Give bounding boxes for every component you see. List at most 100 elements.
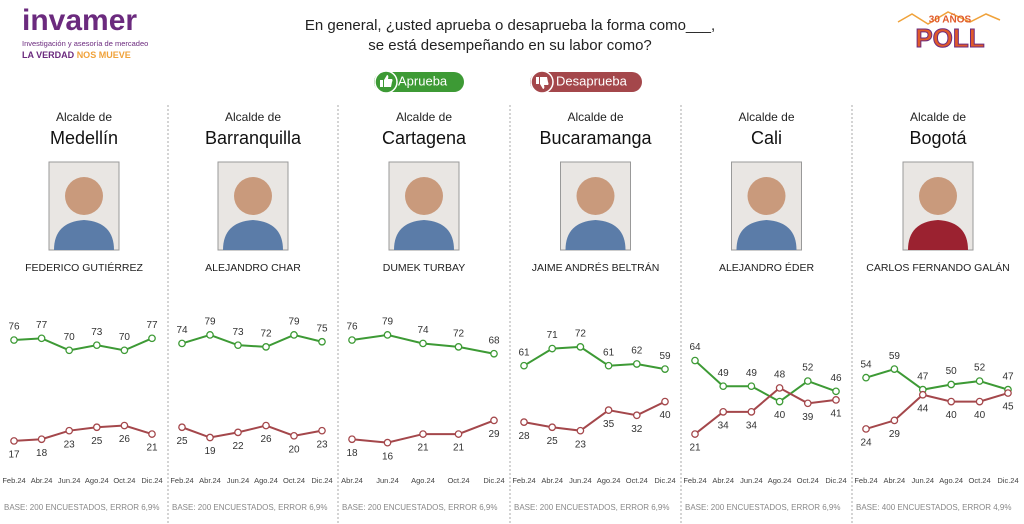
value-label: 24 — [860, 438, 872, 449]
data-point — [632, 360, 641, 368]
data-point — [419, 430, 427, 438]
value-label: 72 — [260, 329, 272, 340]
x-tick-label: Abr.24 — [884, 476, 906, 485]
data-point — [120, 346, 129, 355]
slogan-a: LA VERDAD — [22, 50, 75, 60]
data-point — [10, 437, 18, 445]
data-point — [206, 433, 214, 442]
data-point — [178, 423, 186, 432]
city-title: Cali — [751, 128, 782, 148]
data-point — [92, 423, 101, 432]
value-label: 39 — [802, 412, 814, 423]
series-line — [13, 337, 153, 352]
value-label: 25 — [176, 436, 188, 447]
value-label: 40 — [946, 410, 958, 421]
x-tick-label: Dic.24 — [997, 476, 1018, 485]
city-title: Bogotá — [909, 128, 967, 148]
data-point — [37, 334, 46, 343]
question: se está desempeñando en su labor como? — [368, 37, 652, 54]
value-label: 21 — [417, 443, 429, 454]
value-label: 29 — [889, 429, 901, 440]
x-tick-label: Ago.24 — [939, 476, 963, 485]
value-label: 52 — [974, 363, 986, 374]
value-label: 41 — [830, 409, 842, 420]
photo-body — [736, 220, 797, 250]
data-point — [318, 426, 326, 435]
value-label: 40 — [659, 410, 671, 421]
data-point — [775, 384, 784, 392]
legend-label: Desaprueba — [556, 73, 628, 88]
x-tick-label: Oct.24 — [283, 476, 305, 485]
value-label: 19 — [204, 446, 216, 457]
x-tick-label: Oct.24 — [447, 476, 469, 485]
thumb-up-icon — [380, 75, 393, 87]
data-point — [604, 406, 613, 414]
x-tick-label: Dic.24 — [654, 476, 675, 485]
x-tick-label: Oct.24 — [797, 476, 819, 485]
value-label: 79 — [204, 317, 216, 328]
x-tick-label: Abr.24 — [541, 476, 563, 485]
value-label: 44 — [917, 403, 929, 414]
data-point — [92, 341, 101, 350]
person-name: JAIME ANDRÉS BELTRÁN — [532, 261, 660, 274]
data-point — [290, 431, 298, 440]
thumb-down-icon — [536, 77, 549, 89]
value-label: 76 — [346, 322, 358, 333]
person-name: ALEJANDRO CHAR — [205, 262, 301, 274]
data-point — [520, 361, 528, 370]
data-point — [548, 344, 557, 353]
data-point — [832, 387, 840, 396]
title-prefix: Alcalde de — [738, 110, 794, 124]
data-point — [719, 408, 728, 416]
data-point — [65, 346, 74, 355]
value-label: 20 — [288, 444, 300, 455]
base-note: BASE: 200 ENCUESTADOS, ERROR 6,9% — [514, 503, 669, 512]
value-label: 59 — [659, 351, 671, 362]
value-label: 23 — [64, 439, 76, 450]
value-label: 21 — [689, 443, 701, 454]
value-label: 25 — [547, 436, 559, 447]
value-label: 73 — [91, 327, 103, 338]
x-tick-label: Abr.24 — [31, 476, 53, 485]
value-label: 64 — [689, 342, 701, 353]
data-point — [803, 399, 812, 408]
city-title: Bucaramanga — [539, 128, 652, 148]
photo-head — [65, 177, 103, 215]
data-point — [348, 336, 356, 344]
title-prefix: Alcalde de — [225, 110, 281, 124]
x-tick-label: Jun.24 — [912, 476, 935, 485]
x-tick-label: Oct.24 — [113, 476, 135, 485]
title-prefix: Alcalde de — [56, 110, 112, 124]
data-point — [234, 341, 242, 350]
badge-line — [897, 11, 1001, 25]
x-tick-label: Feb.24 — [854, 476, 877, 485]
series-line — [523, 345, 666, 371]
value-label: 77 — [36, 320, 48, 331]
x-tick-label: Oct.24 — [969, 476, 991, 485]
data-point — [832, 396, 840, 404]
x-tick-label: Ago.24 — [411, 476, 435, 485]
x-tick-label: Jun.24 — [569, 476, 592, 485]
value-label: 22 — [232, 441, 244, 452]
x-tick-label: Jun.24 — [376, 476, 399, 485]
value-label: 76 — [8, 322, 20, 333]
base-note: BASE: 200 ENCUESTADOS, ERROR 6,9% — [4, 503, 159, 512]
value-label: 47 — [917, 371, 929, 382]
brand-tagline: Investigación y asesoría de mercadeo — [22, 39, 148, 48]
data-point — [383, 331, 392, 339]
data-point — [10, 336, 18, 344]
value-label: 68 — [488, 335, 500, 346]
value-label: 61 — [603, 347, 615, 358]
series-line — [523, 400, 666, 432]
photo-body — [223, 220, 283, 250]
photo-head — [919, 177, 957, 215]
x-tick-label: Feb.24 — [512, 476, 535, 485]
value-label: 54 — [860, 359, 872, 370]
x-tick-label: Oct.24 — [626, 476, 648, 485]
value-label: 77 — [146, 320, 158, 331]
data-point — [691, 430, 699, 438]
legend-pill — [530, 72, 642, 92]
data-point — [947, 380, 956, 389]
city-title: Barranquilla — [205, 128, 302, 148]
value-label: 79 — [288, 317, 300, 328]
